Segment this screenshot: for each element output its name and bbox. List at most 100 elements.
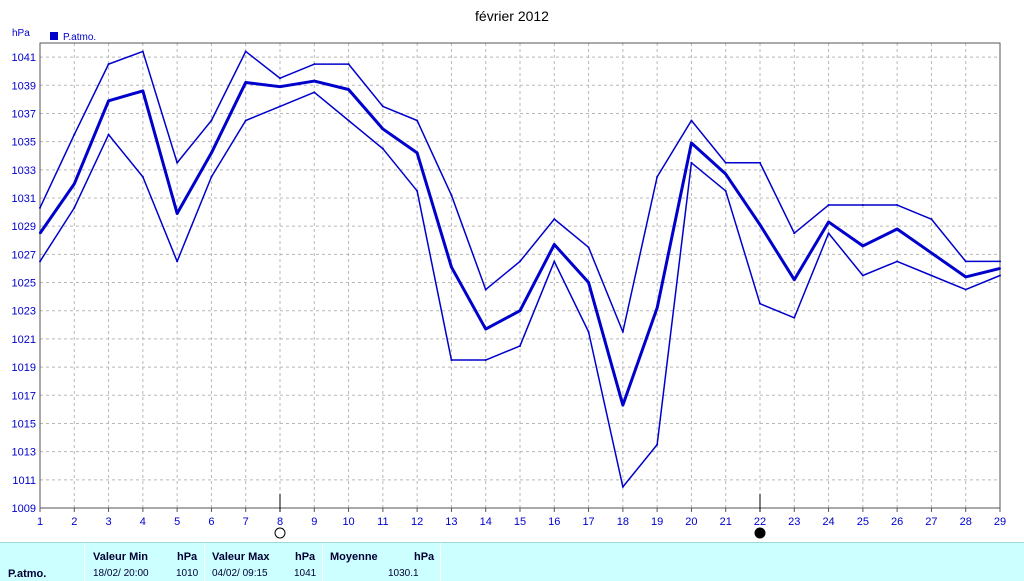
data-point-min xyxy=(553,260,556,263)
x-tick-label: 16 xyxy=(548,516,560,528)
data-point-min xyxy=(827,232,830,235)
x-tick-label: 23 xyxy=(788,516,800,528)
data-point-mean xyxy=(313,80,316,83)
min-value: 1010 xyxy=(176,568,199,579)
plot-frame xyxy=(39,42,1001,509)
data-point-mean xyxy=(73,182,76,185)
data-point-min xyxy=(690,161,693,164)
data-point-mean xyxy=(279,85,281,88)
x-tick-label: 17 xyxy=(582,516,594,528)
data-point-min xyxy=(793,316,796,319)
separator xyxy=(204,543,205,581)
data-point-min xyxy=(484,359,487,362)
x-tick-label: 2 xyxy=(71,516,77,528)
data-point-max xyxy=(999,260,1001,263)
x-tick-label: 19 xyxy=(651,516,663,528)
y-tick-label: 1023 xyxy=(12,306,36,318)
x-tick-label: 24 xyxy=(822,516,834,528)
data-point-max xyxy=(553,218,556,221)
data-point-min xyxy=(279,105,281,108)
data-point-max xyxy=(416,119,419,122)
x-tick-label: 11 xyxy=(377,516,388,528)
min-unit-header: hPa xyxy=(177,551,198,563)
mean-unit-header: hPa xyxy=(414,551,435,563)
separator xyxy=(322,543,323,581)
x-tick-label: 29 xyxy=(994,516,1006,528)
data-point-mean xyxy=(519,309,521,312)
data-point-min xyxy=(73,206,76,209)
x-tick-label: 7 xyxy=(243,516,249,528)
data-point-min xyxy=(347,119,350,122)
data-point-mean xyxy=(861,244,864,247)
x-tick-label: 9 xyxy=(311,516,317,528)
legend-swatch xyxy=(50,32,58,40)
data-point-mean xyxy=(553,243,556,246)
data-point-max xyxy=(827,204,830,207)
data-point-mean xyxy=(690,142,693,145)
y-tick-label: 1019 xyxy=(12,362,36,374)
data-point-max xyxy=(347,63,350,66)
data-point-mean xyxy=(450,266,453,269)
data-point-mean xyxy=(416,151,419,154)
y-tick-label: 1009 xyxy=(12,503,36,515)
data-point-min xyxy=(519,344,521,347)
data-point-mean xyxy=(381,127,384,130)
data-point-max xyxy=(244,50,247,53)
max-header: Valeur Max xyxy=(212,551,270,563)
mean-value: 1030.1 xyxy=(388,568,419,579)
y-tick-label: 1031 xyxy=(12,193,36,205)
legend-label: P.atmo. xyxy=(63,32,96,43)
y-tick-label: 1027 xyxy=(12,249,36,261)
separator xyxy=(440,543,441,581)
stats-row-label: P.atmo. xyxy=(8,568,47,580)
x-tick-label: 13 xyxy=(445,516,457,528)
grid xyxy=(39,43,1001,509)
data-point-mean xyxy=(587,281,590,284)
data-point-max xyxy=(210,119,213,122)
data-point-min xyxy=(656,443,659,446)
data-point-mean xyxy=(484,328,487,331)
data-point-max xyxy=(690,119,693,122)
data-point-min xyxy=(176,260,179,263)
data-point-max xyxy=(176,161,179,164)
data-point-mean xyxy=(827,220,830,223)
x-tick-label: 8 xyxy=(277,516,283,528)
data-point-min xyxy=(141,175,144,178)
statistics-bar: P.atmo. Valeur Min hPa 18/02/ 20:00 1010… xyxy=(0,542,1024,581)
max-time: 04/02/ 09:15 xyxy=(212,568,268,579)
data-point-min xyxy=(381,147,384,150)
x-tick-label: 4 xyxy=(140,516,146,528)
data-point-mean xyxy=(210,151,213,154)
x-tick-label: 5 xyxy=(174,516,180,528)
y-axis-ticks: 1009 1011 1013 1015 1017 1019 1021 1023 1025 1027… xyxy=(12,52,36,515)
data-point-mean xyxy=(39,232,41,235)
y-tick-label: 1029 xyxy=(12,221,36,233)
data-point-max xyxy=(313,63,316,66)
data-point-max xyxy=(861,204,864,207)
data-point-max xyxy=(381,105,384,108)
separator xyxy=(84,543,85,581)
data-point-min xyxy=(759,302,761,305)
data-point-max xyxy=(484,288,487,291)
series xyxy=(38,50,1001,488)
data-point-max xyxy=(107,63,110,66)
y-tick-label: 1025 xyxy=(12,278,36,290)
data-point-min xyxy=(964,288,967,291)
data-point-max xyxy=(896,204,899,207)
data-point-min xyxy=(621,485,624,488)
x-tick-label: 14 xyxy=(480,516,492,528)
max-unit-header: hPa xyxy=(295,551,316,563)
data-point-max xyxy=(621,330,624,333)
y-tick-label: 1033 xyxy=(12,165,36,177)
data-point-min xyxy=(861,274,864,277)
data-point-mean xyxy=(141,89,144,92)
data-point-mean xyxy=(724,173,727,176)
data-point-max xyxy=(724,161,727,164)
data-point-max xyxy=(279,77,281,80)
data-point-min xyxy=(724,189,727,192)
y-tick-label: 1039 xyxy=(12,80,36,92)
data-point-max xyxy=(759,161,761,164)
x-tick-label: 15 xyxy=(514,516,526,528)
data-point-min xyxy=(930,274,933,277)
data-point-min xyxy=(39,260,41,263)
